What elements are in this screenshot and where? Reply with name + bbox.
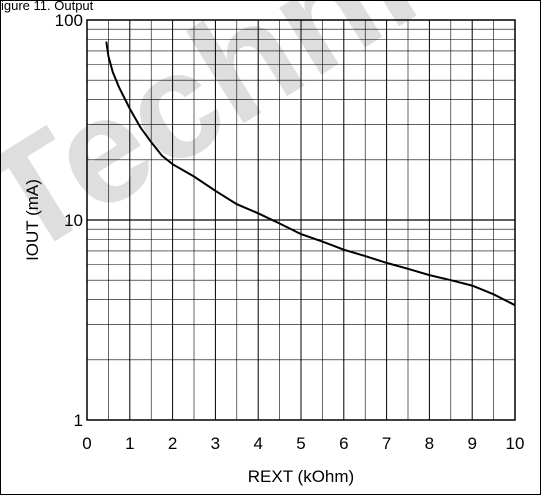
x-tick-labels: 0 1 2 3 4 5 6 7 8 9 10	[82, 434, 524, 453]
x-axis-label: REXT (kOhm)	[248, 467, 354, 486]
x-tick-label: 9	[467, 434, 476, 453]
y-tick-label: 1	[74, 411, 83, 430]
figure-caption-fragment: igure 11. Output	[1, 0, 94, 13]
x-tick-label: 0	[82, 434, 91, 453]
y-axis-label: IOUT (mA)	[23, 179, 42, 261]
plot-area-border	[86, 19, 516, 421]
x-tick-label: 1	[125, 434, 134, 453]
x-tick-label: 5	[296, 434, 305, 453]
watermark-text: Techni	[0, 0, 442, 287]
x-tick-label: 7	[382, 434, 391, 453]
x-tick-label: 3	[211, 434, 220, 453]
y-tick-label: 10	[64, 211, 83, 230]
x-tick-label: 10	[506, 434, 525, 453]
y-tick-label: 100	[55, 11, 83, 30]
x-tick-label: 2	[168, 434, 177, 453]
iout-curve	[105, 41, 516, 307]
x-tick-label: 4	[253, 434, 262, 453]
grid	[87, 20, 515, 420]
y-tick-labels: 1 10 100	[55, 11, 83, 430]
x-tick-label: 8	[425, 434, 434, 453]
x-tick-label: 6	[339, 434, 348, 453]
